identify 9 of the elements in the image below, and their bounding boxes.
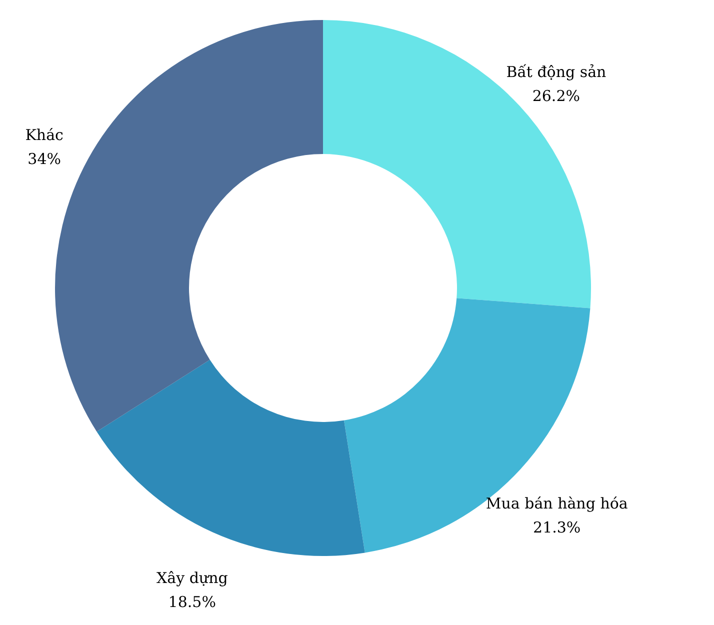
slice-label: Mua bán hàng hóa <box>486 494 628 512</box>
data-label: 18.5% <box>168 592 216 611</box>
data-label: 21.3% <box>533 518 581 536</box>
slice-label: Khác <box>25 126 64 144</box>
data-label: 34% <box>28 150 62 168</box>
data-label: 26.2% <box>532 86 580 105</box>
donut-slice <box>96 360 365 556</box>
slice-label: Bất động sản <box>506 62 606 81</box>
slice-label: Xây dựng <box>156 568 228 587</box>
